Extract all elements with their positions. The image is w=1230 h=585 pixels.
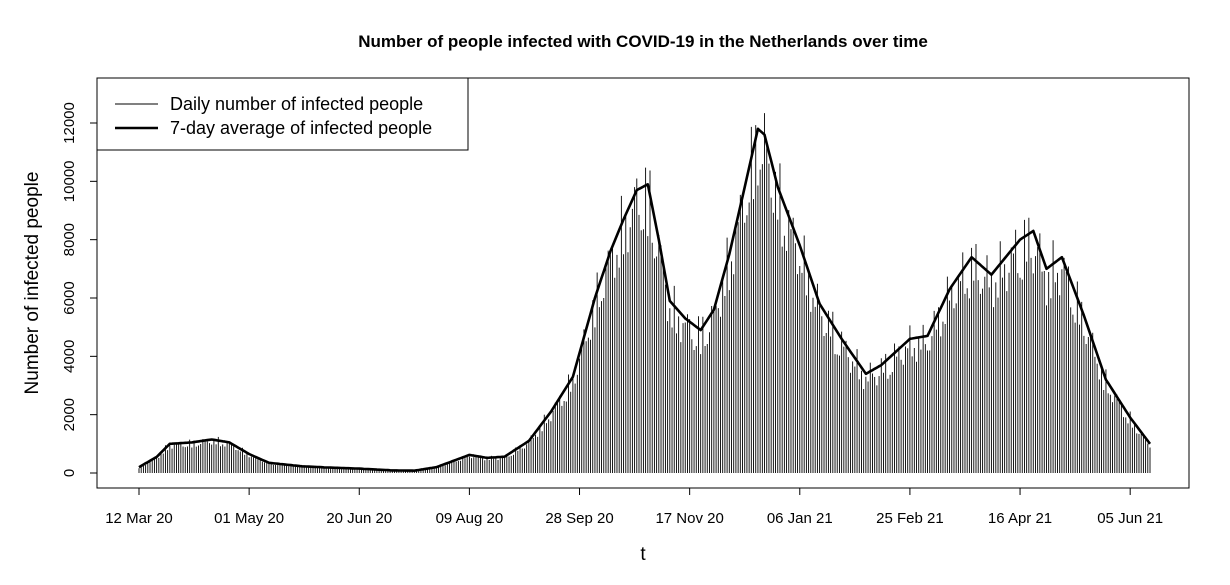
x-tick-label: 01 May 20: [214, 510, 284, 527]
y-tick-label: 0: [61, 469, 78, 477]
y-axis: 0 2000 4000 6000 8000 10000 12000: [61, 102, 98, 477]
chart-title: Number of people infected with COVID-19 …: [358, 32, 928, 51]
y-tick-label: 12000: [61, 102, 78, 144]
y-tick-label: 6000: [61, 281, 78, 314]
x-tick-label: 09 Aug 20: [436, 510, 504, 527]
x-tick-label: 28 Sep 20: [545, 510, 613, 527]
seven-day-average-line: [138, 127, 1152, 473]
y-tick-label: 4000: [61, 340, 78, 373]
legend: Daily number of infected people 7-day av…: [96, 77, 469, 151]
x-tick-label: 12 Mar 20: [105, 510, 173, 527]
x-tick-label: 05 Jun 21: [1097, 510, 1163, 527]
legend-label-daily: Daily number of infected people: [170, 94, 423, 114]
y-tick-label: 8000: [61, 223, 78, 256]
y-axis-label: Number of infected people: [22, 172, 43, 395]
x-tick-label: 17 Nov 20: [655, 510, 723, 527]
legend-label-average: 7-day average of infected people: [170, 118, 432, 138]
x-tick-label: 20 Jun 20: [326, 510, 392, 527]
daily-bars: [138, 113, 1151, 473]
x-tick-label: 06 Jan 21: [767, 510, 833, 527]
y-tick-label: 10000: [61, 160, 78, 202]
x-tick-label: 16 Apr 21: [988, 510, 1052, 527]
y-tick-label: 2000: [61, 398, 78, 431]
x-axis-label: t: [640, 544, 646, 565]
legend-box: [96, 77, 469, 151]
x-tick-label: 25 Feb 21: [876, 510, 944, 527]
x-axis: 12 Mar 20 01 May 20 20 Jun 20 09 Aug 20 28 S…: [105, 487, 1163, 527]
